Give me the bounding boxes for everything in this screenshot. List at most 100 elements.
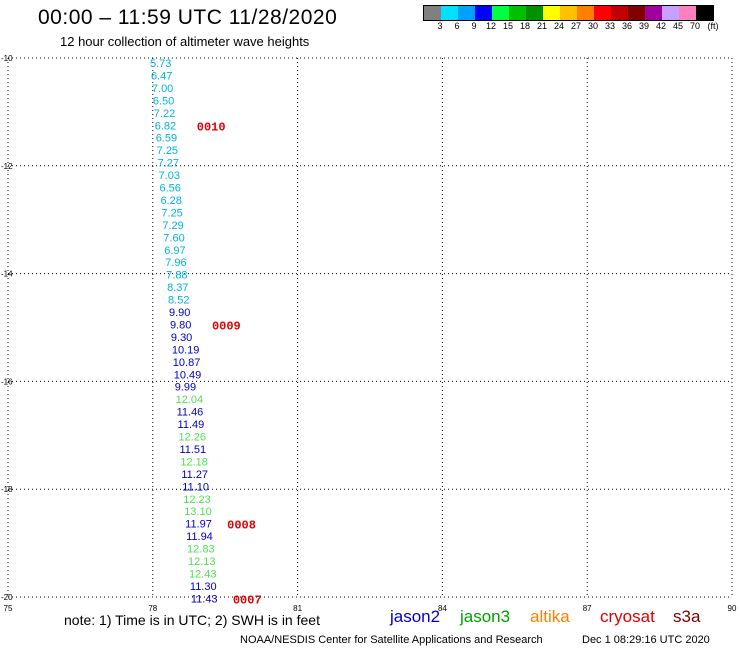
scale-label: 30 xyxy=(587,21,599,31)
lat-label: -14 xyxy=(1,270,13,279)
wave-height-value: 9.90 xyxy=(169,307,190,319)
scale-swatch xyxy=(577,6,594,20)
wave-height-value: 11.97 xyxy=(185,519,212,531)
scale-swatch xyxy=(611,6,628,20)
wave-height-value: 7.25 xyxy=(157,145,178,157)
scale-swatch xyxy=(645,6,662,20)
wave-height-value: 7.29 xyxy=(162,220,183,232)
wave-height-value: 12.04 xyxy=(176,394,204,406)
wave-height-value: 12.18 xyxy=(180,456,208,468)
footnote: note: 1) Time is in UTC; 2) SWH is in fe… xyxy=(64,612,320,628)
wave-height-value: 11.51 xyxy=(179,444,206,456)
scale-swatch xyxy=(475,6,492,20)
scale-swatch xyxy=(594,6,611,20)
scale-label: 24 xyxy=(553,21,565,31)
lon-label: 81 xyxy=(293,604,302,613)
lat-label: -20 xyxy=(1,593,13,602)
scale-label: 15 xyxy=(502,21,514,31)
lon-label: 84 xyxy=(438,604,447,613)
wave-height-value: 7.00 xyxy=(152,83,173,95)
scale-label: 45 xyxy=(672,21,684,31)
legend-altika: altika xyxy=(530,607,570,626)
scale-label: 36 xyxy=(621,21,633,31)
wave-height-value: 8.37 xyxy=(167,282,188,294)
scale-label: 9 xyxy=(471,21,477,31)
wave-height-value: 12.83 xyxy=(187,544,215,556)
wave-height-value: 12.26 xyxy=(179,432,207,444)
wave-height-value: 7.27 xyxy=(158,158,179,170)
wave-height-value: 6.28 xyxy=(160,195,181,207)
time-mark: 0007 xyxy=(233,593,262,607)
wave-height-value: 7.88 xyxy=(166,270,187,282)
wave-height-value: 7.25 xyxy=(161,207,182,219)
wave-height-value: 12.23 xyxy=(183,494,211,506)
scale-swatch xyxy=(526,6,543,20)
wave-height-value: 12.43 xyxy=(189,568,217,580)
scale-label: 70 xyxy=(689,21,701,31)
wave-height-value: 9.80 xyxy=(170,319,191,331)
scale-label: 39 xyxy=(638,21,650,31)
scale-unit: (ft) xyxy=(707,21,719,31)
wave-height-value: 8.52 xyxy=(168,295,189,307)
lat-label: -16 xyxy=(1,377,13,386)
scale-label: 21 xyxy=(536,21,548,31)
scale-swatch xyxy=(560,6,577,20)
credit-line: NOAA/NESDIS Center for Satellite Applica… xyxy=(240,634,543,646)
lat-label: -10 xyxy=(1,54,13,63)
legend-jason3: jason3 xyxy=(460,607,511,626)
wave-height-value: 10.49 xyxy=(174,369,202,381)
scale-label: 18 xyxy=(519,21,531,31)
wave-height-value: 6.97 xyxy=(164,245,185,257)
wave-height-value: 7.22 xyxy=(154,108,175,120)
time-mark: 0010 xyxy=(197,120,226,134)
generation-timestamp: Dec 1 08:29:16 UTC 2020 xyxy=(582,634,710,646)
scale-swatch xyxy=(509,6,526,20)
scale-swatch xyxy=(696,6,713,20)
wave-height-value: 6.56 xyxy=(160,183,181,195)
wave-height-value: 12.13 xyxy=(188,556,216,568)
scale-label: 6 xyxy=(454,21,460,31)
scale-swatch xyxy=(441,6,458,20)
wave-height-value: 10.19 xyxy=(172,344,200,356)
wave-height-value: 6.82 xyxy=(155,120,176,132)
wave-height-value: 11.49 xyxy=(178,419,205,431)
wave-height-value: 11.94 xyxy=(186,531,213,543)
scale-swatch xyxy=(662,6,679,20)
wave-height-value: 11.43 xyxy=(191,593,218,605)
wave-height-value: 7.96 xyxy=(165,257,186,269)
scale-label: 12 xyxy=(485,21,497,31)
legend-jason2: jason2 xyxy=(390,607,441,626)
scale-swatch xyxy=(679,6,696,20)
lon-label: 87 xyxy=(583,604,592,613)
lon-label: 75 xyxy=(4,604,13,613)
scale-swatch xyxy=(492,6,509,20)
wave-height-value: 6.50 xyxy=(153,95,174,107)
wave-height-value: 9.30 xyxy=(171,332,192,344)
wave-height-value: 11.27 xyxy=(181,469,208,481)
plot-title: 00:00 – 11:59 UTC 11/28/2020 xyxy=(38,6,338,29)
scale-swatch xyxy=(543,6,560,20)
plot-subtitle: 12 hour collection of altimeter wave hei… xyxy=(60,34,310,49)
lat-label: -12 xyxy=(1,162,13,171)
legend-cryosat: cryosat xyxy=(600,607,655,626)
wave-height-value: 5.73 xyxy=(150,58,171,70)
lon-label: 90 xyxy=(728,604,737,613)
color-scale-bar xyxy=(423,5,714,21)
wave-height-value: 7.60 xyxy=(163,232,184,244)
legend-s3a: s3a xyxy=(673,607,701,626)
time-mark: 0009 xyxy=(212,319,241,333)
wave-height-value: 7.03 xyxy=(159,170,180,182)
wave-height-value: 11.10 xyxy=(182,481,209,493)
lat-label: -18 xyxy=(1,485,13,494)
scale-label: 33 xyxy=(604,21,616,31)
wave-height-value: 13.10 xyxy=(184,506,212,518)
scale-swatch xyxy=(628,6,645,20)
wave-height-value: 11.30 xyxy=(190,581,217,593)
wave-height-value: 11.46 xyxy=(177,407,204,419)
scale-label: 3 xyxy=(437,21,443,31)
wave-height-value: 6.59 xyxy=(156,133,177,145)
lon-label: 78 xyxy=(148,604,157,613)
wave-height-value: 6.47 xyxy=(151,70,172,82)
scale-label: 27 xyxy=(570,21,582,31)
